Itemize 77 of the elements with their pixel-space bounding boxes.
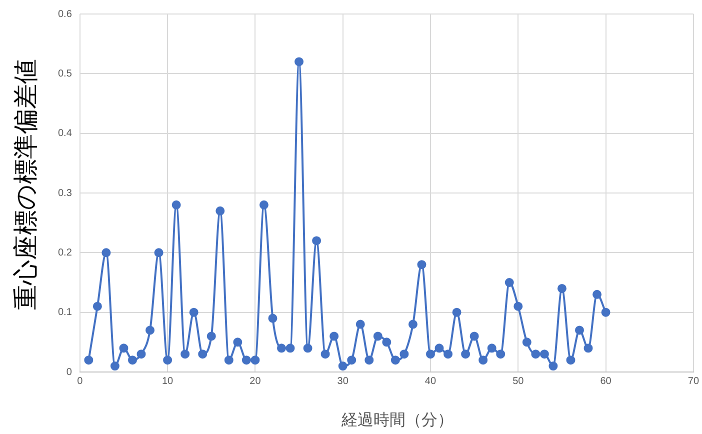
- x-tick-label: 70: [688, 376, 700, 387]
- point: [92, 302, 102, 311]
- point: [408, 320, 418, 329]
- point: [84, 356, 94, 365]
- point: [259, 200, 268, 210]
- point: [504, 278, 514, 287]
- x-tick-label: 40: [424, 376, 436, 387]
- point: [382, 338, 392, 347]
- point: [434, 344, 444, 353]
- point: [216, 206, 225, 216]
- point: [487, 344, 496, 353]
- point: [390, 356, 400, 365]
- point: [233, 338, 242, 347]
- y-tick-label: 0: [66, 366, 72, 378]
- point: [206, 332, 216, 341]
- point: [172, 200, 181, 210]
- point: [128, 356, 137, 365]
- point: [531, 350, 540, 359]
- point: [320, 350, 330, 359]
- x-tick-label: 20: [250, 376, 262, 387]
- point: [540, 350, 549, 359]
- point: [286, 344, 295, 353]
- point: [136, 350, 146, 359]
- point: [452, 308, 462, 317]
- point: [338, 362, 348, 371]
- point: [584, 344, 593, 353]
- x-tick-label: 10: [162, 376, 174, 387]
- y-tick-label: 0.5: [58, 68, 72, 80]
- point: [514, 302, 523, 311]
- point: [592, 290, 602, 299]
- point: [198, 350, 208, 359]
- point: [373, 332, 382, 341]
- point: [548, 362, 558, 371]
- point: [330, 332, 339, 341]
- point: [461, 350, 470, 359]
- point: [276, 344, 286, 353]
- point: [242, 356, 251, 365]
- point: [478, 356, 488, 365]
- point: [154, 248, 164, 258]
- point: [224, 356, 234, 365]
- point: [522, 338, 532, 347]
- point: [102, 248, 111, 258]
- point: [250, 356, 260, 365]
- point: [294, 57, 304, 66]
- point: [470, 332, 479, 341]
- point: [163, 356, 172, 365]
- point: [119, 344, 128, 353]
- point: [146, 326, 155, 335]
- point: [601, 308, 610, 317]
- x-tick-label: 0: [77, 376, 84, 387]
- y-axis-title: 重心座標の標準偏差値: [10, 59, 40, 310]
- point: [180, 350, 190, 359]
- point: [364, 356, 374, 365]
- point: [444, 350, 453, 359]
- point: [303, 344, 312, 353]
- point: [189, 308, 198, 317]
- point: [356, 320, 365, 329]
- y-tick-label: 0.1: [58, 307, 72, 318]
- point: [110, 362, 120, 371]
- x-axis-title: 経過時間（分）: [340, 410, 454, 431]
- point: [347, 356, 356, 365]
- y-tick-label: 0.3: [58, 188, 72, 199]
- y-tick-label: 0.4: [58, 128, 72, 140]
- point: [312, 236, 322, 246]
- x-tick-label: 50: [512, 376, 524, 387]
- y-tick-label: 0.2: [58, 247, 72, 258]
- point: [496, 350, 506, 359]
- point: [557, 284, 566, 293]
- x-tick-label: 60: [600, 376, 612, 387]
- point: [574, 326, 584, 335]
- x-tick-label: 30: [337, 376, 349, 387]
- point: [566, 356, 576, 365]
- point: [268, 314, 278, 323]
- point: [400, 350, 409, 359]
- y-tick-label: 0.6: [58, 8, 72, 20]
- point: [426, 350, 435, 359]
- point: [417, 260, 426, 270]
